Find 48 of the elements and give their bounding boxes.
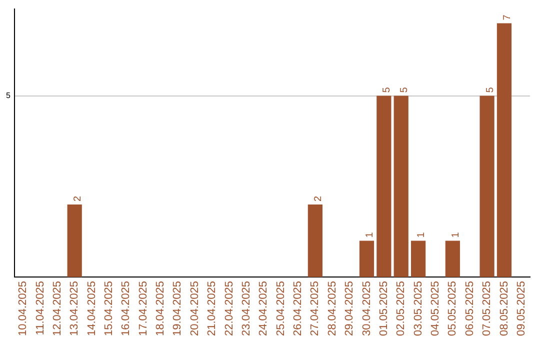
x-tick-label: 21.04.2025 bbox=[206, 280, 218, 336]
x-tick-label: 11.04.2025 bbox=[34, 280, 46, 336]
bar bbox=[67, 204, 82, 277]
x-tick-label: 09.05.2025 bbox=[515, 280, 528, 336]
data-label: 2 bbox=[72, 195, 84, 202]
data-label: 5 bbox=[398, 86, 410, 93]
x-tick-label: 29.04.2025 bbox=[344, 280, 356, 336]
x-tick-label: 10.04.2025 bbox=[17, 280, 30, 336]
data-label: 1 bbox=[450, 232, 462, 238]
x-tick-label: 02.05.2025 bbox=[395, 280, 408, 336]
bar bbox=[445, 240, 460, 277]
x-tick-label: 12.04.2025 bbox=[51, 280, 64, 336]
x-tick-label: 05.05.2025 bbox=[446, 280, 459, 336]
x-tick-label: 18.04.2025 bbox=[154, 280, 167, 336]
x-tick-label: 14.04.2025 bbox=[86, 280, 98, 336]
x-tick-label: 24.04.2025 bbox=[258, 280, 270, 336]
x-tick-label: 06.05.2025 bbox=[464, 280, 476, 336]
x-tick-label: 22.04.2025 bbox=[223, 280, 236, 336]
x-tick-label: 28.04.2025 bbox=[326, 280, 338, 336]
bar bbox=[394, 96, 408, 277]
x-tick-label: 01.05.2025 bbox=[378, 280, 390, 336]
x-tick-label: 15.04.2025 bbox=[103, 280, 115, 336]
bar bbox=[359, 240, 374, 277]
x-tick-label: 20.04.2025 bbox=[188, 280, 201, 336]
data-label: 7 bbox=[502, 14, 513, 20]
x-tick-label: 19.04.2025 bbox=[172, 280, 184, 336]
x-tick-label: 07.05.2025 bbox=[481, 280, 494, 336]
bar bbox=[496, 23, 512, 277]
x-tick-label: 13.04.2025 bbox=[68, 280, 81, 336]
x-tick-label: 16.04.2025 bbox=[120, 280, 132, 336]
x-tick-label: 26.04.2025 bbox=[292, 280, 304, 336]
x-tick-label: 25.04.2025 bbox=[274, 280, 287, 336]
data-label: 2 bbox=[312, 195, 324, 202]
data-label: 5 bbox=[382, 86, 393, 93]
bar bbox=[308, 204, 322, 277]
data-label: 1 bbox=[416, 232, 428, 238]
data-label: 1 bbox=[364, 232, 376, 238]
x-tick-label: 03.05.2025 bbox=[412, 280, 424, 336]
x-tick-label: 17.04.2025 bbox=[137, 280, 150, 336]
bar bbox=[480, 96, 494, 277]
x-tick-label: 08.05.2025 bbox=[498, 280, 510, 336]
bar bbox=[410, 240, 426, 277]
bar bbox=[376, 96, 392, 277]
x-tick-label: 04.05.2025 bbox=[430, 280, 442, 336]
data-label: 5 bbox=[484, 86, 496, 93]
x-tick-label: 27.04.2025 bbox=[309, 280, 322, 336]
x-tick-label: 23.04.2025 bbox=[240, 280, 252, 336]
x-tick-label: 30.04.2025 bbox=[360, 280, 373, 336]
